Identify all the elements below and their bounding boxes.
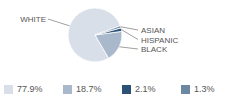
html-text:2.1%: 2.1% xyxy=(135,84,156,94)
svg-text:WHITE: WHITE xyxy=(20,15,46,24)
svg-text:ASIAN: ASIAN xyxy=(141,26,165,35)
html-text:77.9%: 77.9% xyxy=(17,84,43,94)
html-text:18.7%: 18.7% xyxy=(76,84,102,94)
svg-text:HISPANIC: HISPANIC xyxy=(141,36,178,45)
svg-text:BLACK: BLACK xyxy=(141,45,168,54)
html-text:1.3%: 1.3% xyxy=(194,84,215,94)
